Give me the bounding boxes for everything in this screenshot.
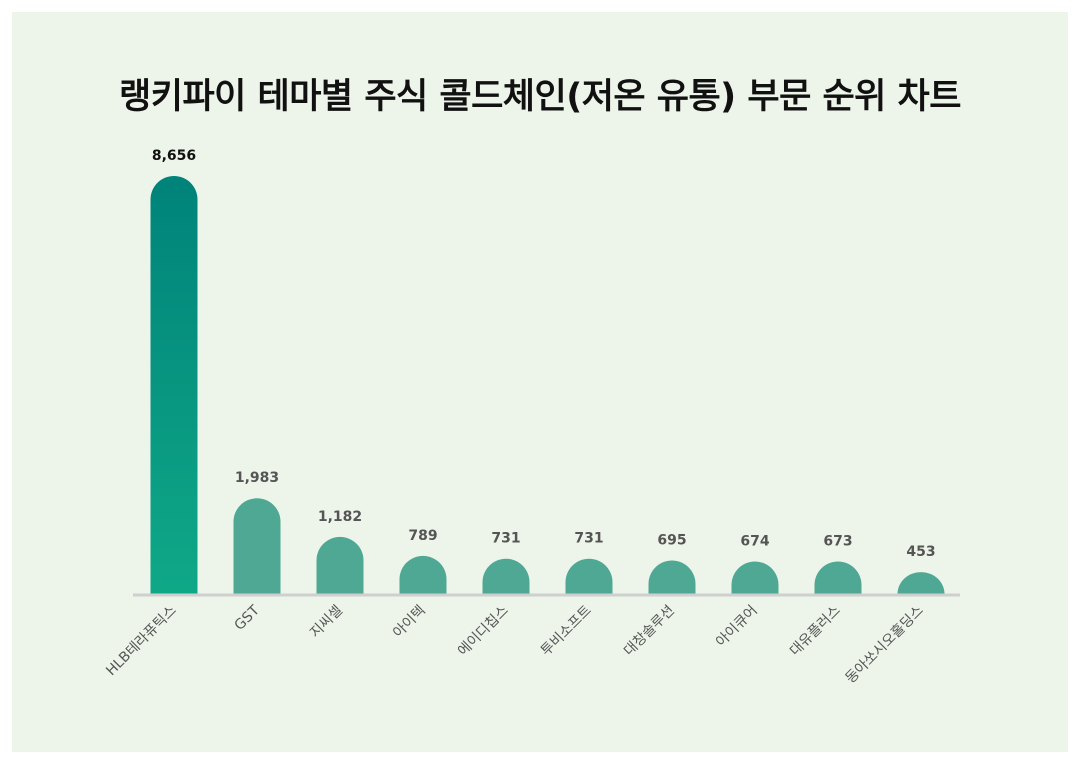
bar-9	[814, 561, 862, 594]
category-label-10: 동아쏘시오홀딩스	[843, 602, 927, 686]
value-label-3: 1,182	[318, 509, 362, 525]
value-label-2: 1,983	[235, 470, 279, 486]
value-label-7: 695	[657, 532, 686, 548]
category-label-1: HLB테라퓨틱스	[103, 602, 180, 679]
bar-8	[731, 561, 779, 594]
category-label-9: 대유플러스	[787, 602, 844, 659]
bar-2	[233, 498, 281, 594]
category-label-6: 투비소프트	[538, 602, 595, 659]
bar-4	[399, 555, 447, 594]
value-label-4: 789	[408, 528, 437, 544]
value-label-10: 453	[906, 544, 935, 560]
category-label-8: 아이큐어	[713, 603, 761, 651]
bar-5	[482, 558, 530, 594]
bar-6	[565, 558, 613, 594]
bar-10	[897, 572, 945, 594]
value-label-6: 731	[574, 531, 603, 547]
category-label-2: GST	[232, 602, 264, 634]
value-label-1: 8,656	[152, 148, 196, 164]
category-label-3: 지씨셀	[307, 603, 346, 642]
bar-7	[648, 560, 696, 594]
value-label-5: 731	[491, 531, 520, 547]
category-label-5: 에이디칩스	[455, 602, 512, 659]
value-label-9: 673	[823, 534, 852, 550]
value-label-8: 674	[740, 533, 769, 549]
category-label-4: 아이텍	[390, 603, 429, 642]
category-label-7: 대창솔루션	[621, 603, 678, 660]
bar-3	[316, 536, 364, 594]
chart-title: 랭키파이 테마별 주식 콜드체인(저온 유통) 부문 순위 차트	[119, 77, 961, 117]
bar-1	[150, 176, 198, 594]
